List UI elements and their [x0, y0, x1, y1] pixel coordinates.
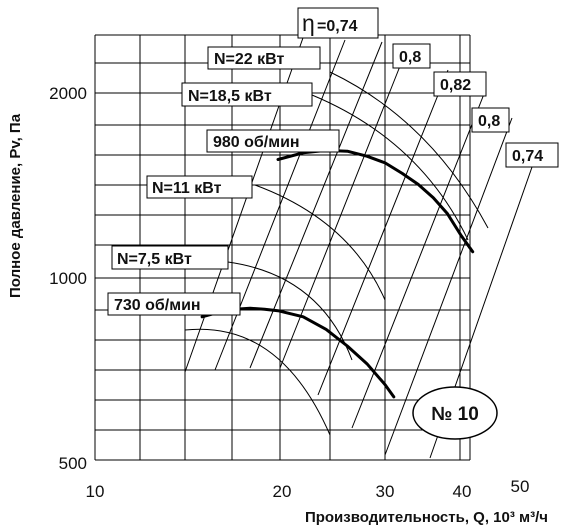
y-tick-2000: 2000	[49, 84, 87, 103]
efficiency-line	[317, 69, 449, 396]
x-tick-40: 40	[453, 482, 472, 501]
label-980: 980 об/мин	[206, 129, 340, 153]
efficiency-line	[279, 45, 409, 369]
power-curve	[184, 328, 331, 436]
x-tick-50: 50	[511, 477, 530, 496]
model-badge: № 10	[412, 386, 498, 440]
label-eta-074-text: =0,74	[317, 18, 358, 35]
label-n22-text: N=22 кВт	[214, 51, 284, 68]
label-eta-074: η =0,74	[297, 7, 379, 39]
label-n185: N=18,5 кВт	[181, 82, 313, 107]
label-eta-08: 0,8	[392, 43, 431, 69]
power-lines	[184, 71, 489, 436]
efficiency-line	[384, 117, 513, 456]
power-curve	[311, 94, 469, 241]
y-tick-1000: 1000	[49, 269, 87, 288]
efficiency-line	[249, 41, 383, 369]
power-curve	[254, 184, 386, 301]
power-curve	[227, 261, 353, 361]
y-tick-500: 500	[59, 454, 87, 473]
model-label: № 10	[431, 404, 479, 425]
label-eta-08-text: 0,8	[399, 49, 421, 66]
label-n11-text: N=11 кВт	[152, 180, 222, 197]
label-n75: N=7,5 кВт	[111, 245, 229, 270]
y-tick-labels: 500 1000 2000	[49, 84, 87, 473]
label-eta-082: 0,82	[433, 71, 487, 97]
label-n22: N=22 кВт	[207, 46, 321, 70]
power-curve	[329, 71, 489, 229]
label-n11: N=11 кВт	[146, 175, 253, 199]
eta-symbol: η	[302, 10, 315, 36]
label-eta-074b-text: 0,74	[512, 148, 543, 165]
label-eta-082-text: 0,82	[440, 77, 471, 94]
x-tick-labels: 10 20 30 40 50	[86, 477, 530, 501]
x-axis-title: Производительность, Q, 10³ м³/ч	[305, 509, 548, 526]
x-tick-10: 10	[86, 482, 105, 501]
y-axis-title: Полное давление, Pv, Па	[7, 113, 24, 298]
label-730: 730 об/мин	[107, 292, 241, 316]
label-730-text: 730 об/мин	[114, 297, 201, 314]
label-n75-text: N=7,5 кВт	[117, 251, 192, 268]
x-tick-20: 20	[273, 482, 292, 501]
label-980-text: 980 об/мин	[213, 134, 300, 151]
label-eta-08b: 0,8	[471, 107, 510, 133]
x-tick-30: 30	[376, 482, 395, 501]
label-eta-08b-text: 0,8	[478, 113, 500, 130]
label-eta-074b: 0,74	[505, 142, 559, 168]
series-curve-0	[276, 148, 475, 254]
label-n185-text: N=18,5 кВт	[188, 88, 272, 105]
grid	[94, 34, 471, 461]
